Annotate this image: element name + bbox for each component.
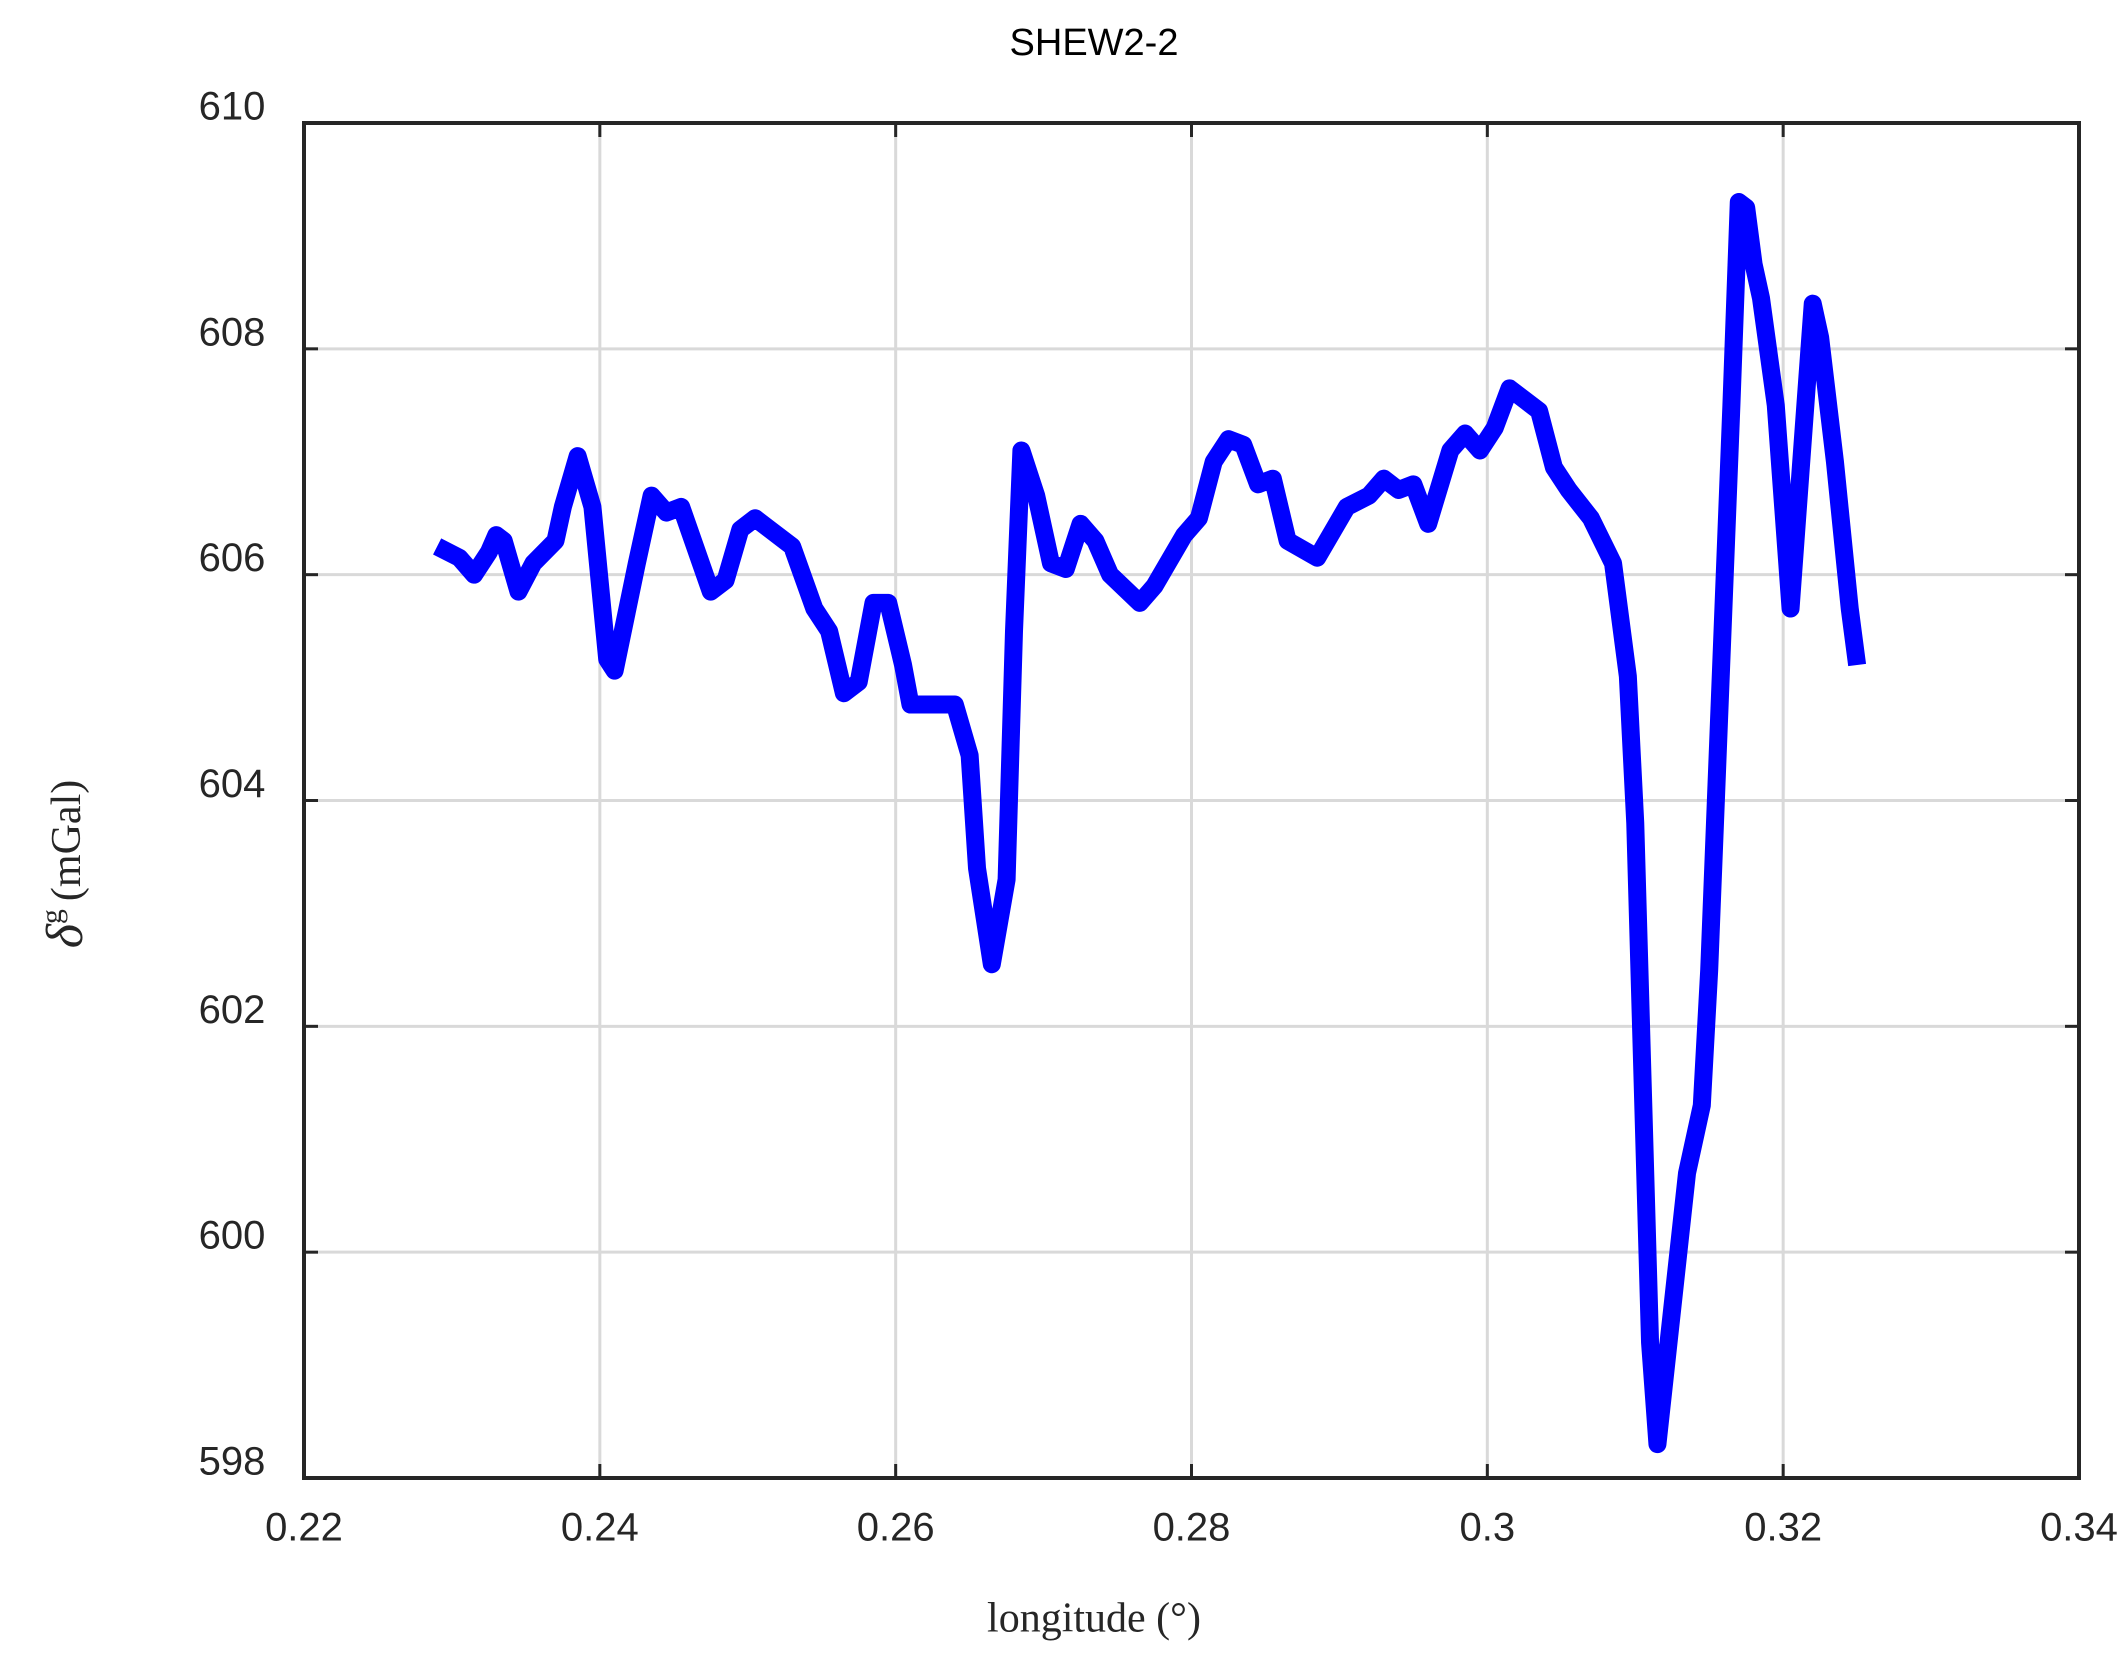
- y-label-unit: (mGal): [44, 780, 90, 901]
- y-tick-label: 610: [199, 85, 266, 129]
- chart-title: SHEW2-2: [1010, 22, 1179, 64]
- y-label-symbol: δ: [37, 923, 94, 948]
- y-tick-label: 606: [199, 536, 266, 580]
- plot-frame: [302, 121, 2081, 1480]
- y-tick-label: 604: [199, 762, 266, 806]
- x-tick-label: 0.32: [1744, 1506, 1822, 1550]
- y-tick-label: 598: [199, 1440, 266, 1484]
- x-tick-label: 0.24: [561, 1506, 639, 1550]
- x-tick-label: 0.22: [265, 1506, 343, 1550]
- x-tick-label: 0.28: [1153, 1506, 1231, 1550]
- x-tick-label: 0.3: [1460, 1506, 1516, 1550]
- y-tick-label: 600: [199, 1214, 266, 1258]
- x-axis-label: longitude (°): [987, 1596, 1201, 1642]
- y-label-superscript: g: [35, 909, 68, 924]
- y-tick-label: 608: [199, 310, 266, 354]
- x-tick-label: 0.34: [2040, 1506, 2117, 1550]
- data-line: [433, 193, 1867, 1454]
- y-tick-label: 602: [199, 988, 266, 1032]
- y-axis-label: δg (mGal): [35, 780, 94, 948]
- x-tick-label: 0.26: [857, 1506, 935, 1550]
